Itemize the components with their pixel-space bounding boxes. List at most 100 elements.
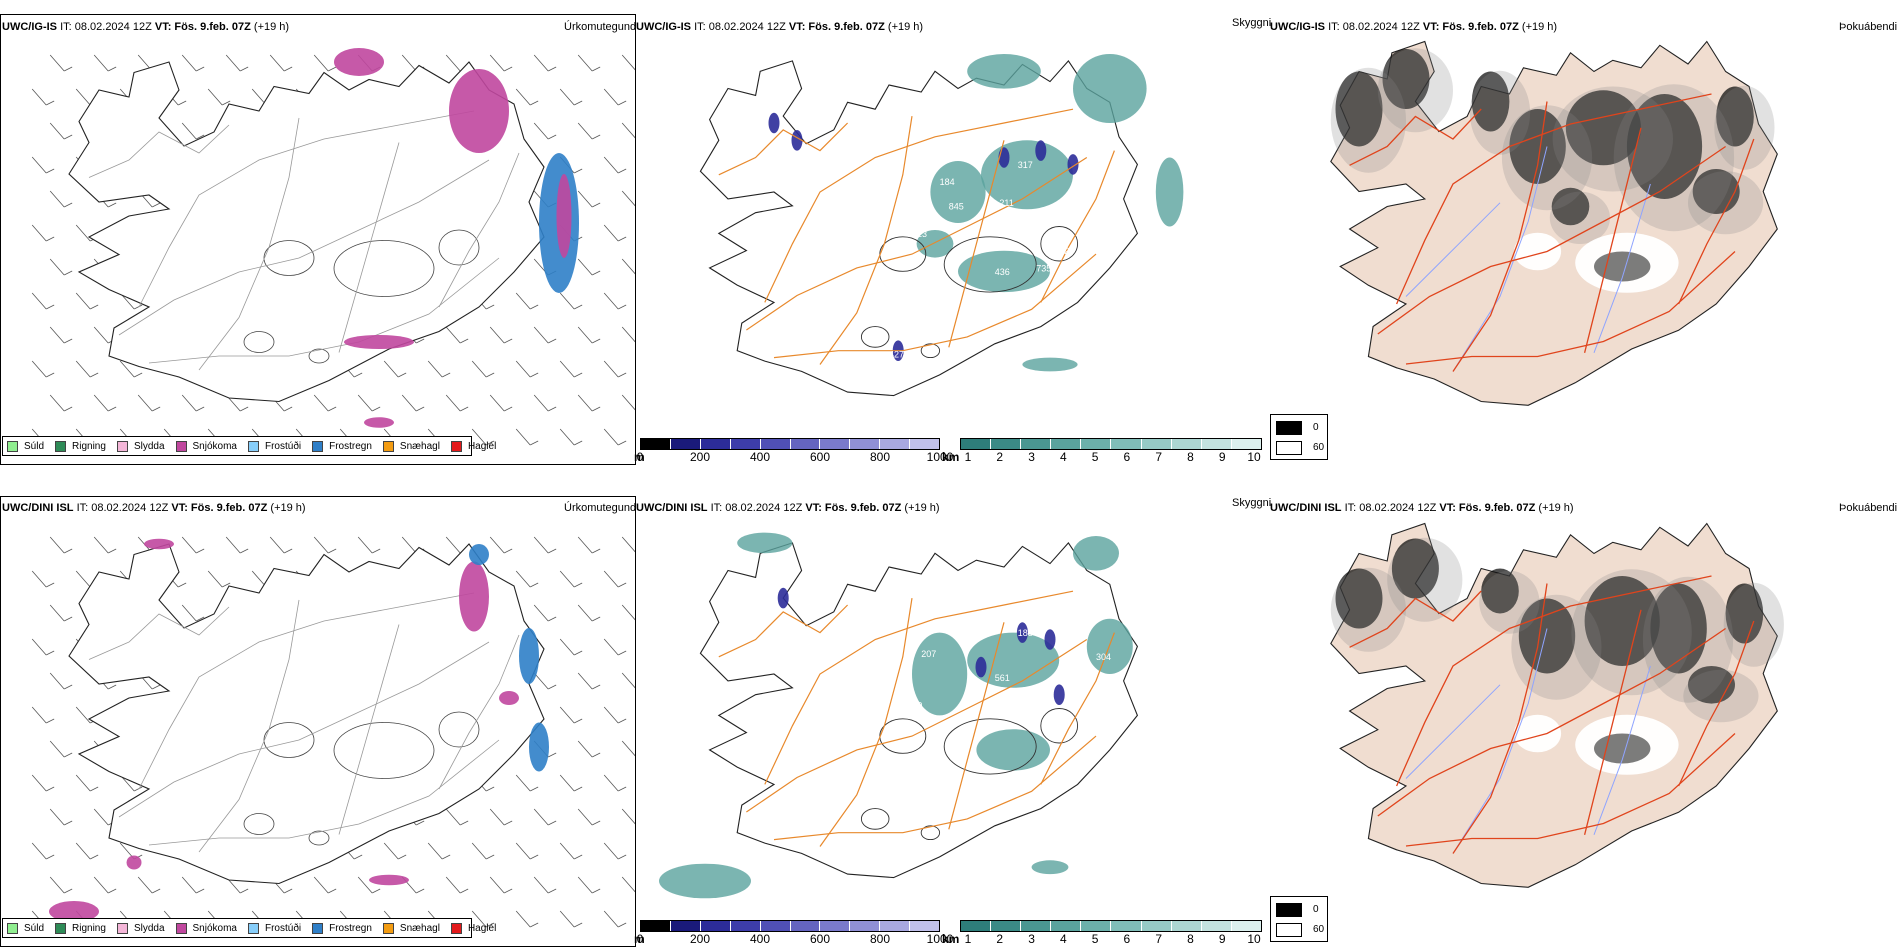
- fog-dense-area: [1716, 86, 1754, 147]
- visibility-area: [1086, 618, 1133, 674]
- wind-barb-flag: [63, 888, 73, 894]
- glacier-outline: [333, 240, 435, 297]
- colorbar-cell-9: [1231, 921, 1261, 931]
- low-visibility-spot: [975, 656, 987, 678]
- wind-barb-flag: [617, 718, 627, 724]
- wind-barb-flag: [89, 854, 99, 860]
- model-label: UWC/IG-IS: [1270, 21, 1325, 33]
- legend-swatch: [382, 440, 394, 452]
- fog-halo: [1501, 105, 1593, 211]
- legend-label: Snæhagl: [399, 922, 440, 934]
- wind-barb: [577, 54, 593, 72]
- legend-item-2: Slydda: [116, 922, 165, 934]
- wind-barb-flag: [63, 338, 73, 344]
- unit-km-bottom: km: [942, 932, 960, 946]
- road-line: [198, 599, 300, 853]
- wind-barb: [489, 326, 505, 344]
- river-line: [1452, 146, 1548, 372]
- wind-barb-flag: [617, 304, 627, 310]
- tick-label: 10: [1247, 932, 1261, 946]
- freezing-rain-area: [519, 628, 539, 684]
- fog-dense-area: [1471, 71, 1510, 132]
- wind-barb: [515, 570, 531, 588]
- legend-item-7: Haglél: [450, 440, 496, 452]
- unit-km-top: km: [942, 450, 960, 464]
- glacier-outline: [943, 718, 1037, 775]
- wind-barb-flag: [327, 406, 337, 412]
- legend-item-4: Frostúði: [247, 440, 301, 452]
- wind-barb-flag: [283, 406, 293, 412]
- wind-barb-flag: [151, 406, 161, 412]
- wind-barb-flag: [415, 888, 425, 894]
- wind-barb: [137, 394, 153, 412]
- colorbar-cell-6: [820, 921, 851, 931]
- wind-barb-flag: [459, 406, 469, 412]
- unit-m-bottom: m: [634, 932, 645, 946]
- valid-time: Fös. 9.feb. 07Z: [190, 502, 268, 514]
- lead-time: (+19 h): [887, 21, 924, 33]
- low-visibility-spot: [777, 587, 789, 609]
- colorbar-cell-9: [1231, 439, 1261, 449]
- wind-barb: [181, 536, 197, 554]
- road-line: [1678, 138, 1755, 305]
- legend-swatch: [116, 922, 128, 934]
- visibility-value-label: 211: [999, 198, 1013, 208]
- wind-barb: [31, 88, 47, 106]
- colorbar-cell-1: [991, 439, 1022, 449]
- colorbar-cell-1: [670, 921, 701, 931]
- visibility-value-label: 317: [1018, 160, 1033, 170]
- wind-barb: [577, 258, 593, 276]
- fog-dense-area: [1565, 90, 1641, 166]
- visibility-area: [930, 161, 986, 223]
- legend-label: Snjókoma: [192, 440, 237, 452]
- visibility-area: [737, 532, 793, 554]
- wind-barb-flag: [591, 134, 601, 140]
- wind-barb-flag: [195, 406, 205, 412]
- wind-barb: [181, 604, 197, 622]
- wind-barb: [401, 54, 417, 72]
- legend-label: Rigning: [72, 922, 106, 934]
- wind-barb-flag: [63, 616, 73, 622]
- wind-barb: [383, 360, 399, 378]
- wind-barb: [603, 570, 619, 588]
- visibility-area: [1022, 357, 1078, 372]
- low-visibility-spot: [998, 147, 1010, 168]
- wind-barb: [75, 292, 91, 310]
- wind-barb: [269, 54, 285, 72]
- road-line: [1396, 575, 1712, 787]
- wind-barb: [49, 326, 65, 344]
- wind-barb-flag: [617, 582, 627, 588]
- lead-time: (+19 h): [1538, 502, 1574, 514]
- tick-label: 200: [689, 932, 711, 946]
- wind-barb: [93, 876, 109, 894]
- fog-dense-area: [1481, 568, 1519, 614]
- wind-barb: [31, 638, 47, 656]
- wind-barb-flag: [221, 582, 231, 588]
- wind-barb: [559, 910, 575, 928]
- wind-barb-flag: [547, 752, 557, 758]
- wind-barb-flag: [459, 888, 469, 894]
- wind-barb: [49, 672, 65, 690]
- wind-barb: [427, 360, 443, 378]
- wind-barb-flag: [283, 548, 293, 554]
- legend-label: Haglél: [467, 922, 497, 934]
- fog-halo: [1642, 576, 1734, 703]
- wind-barb-flag: [195, 548, 205, 554]
- road-line: [764, 590, 1074, 785]
- legend-swatch: [450, 440, 462, 452]
- legend-item-1: Rigning: [55, 440, 106, 452]
- wind-barb: [49, 122, 65, 140]
- wind-barb-flag: [503, 338, 513, 344]
- wind-barb-flag: [529, 100, 539, 106]
- visibility-value-label: 184: [940, 177, 955, 187]
- colorbar-cell-0: [641, 439, 671, 449]
- fog-halo: [1688, 171, 1764, 235]
- glacier-outline: [263, 722, 315, 758]
- wind-barb: [49, 808, 65, 826]
- wind-barb: [31, 156, 47, 174]
- wind-barb: [445, 54, 461, 72]
- visibility-colorbar-m-bottom: [640, 920, 940, 932]
- snow-area: [556, 174, 572, 258]
- snow-area: [459, 561, 489, 632]
- glacier-outline: [263, 240, 315, 276]
